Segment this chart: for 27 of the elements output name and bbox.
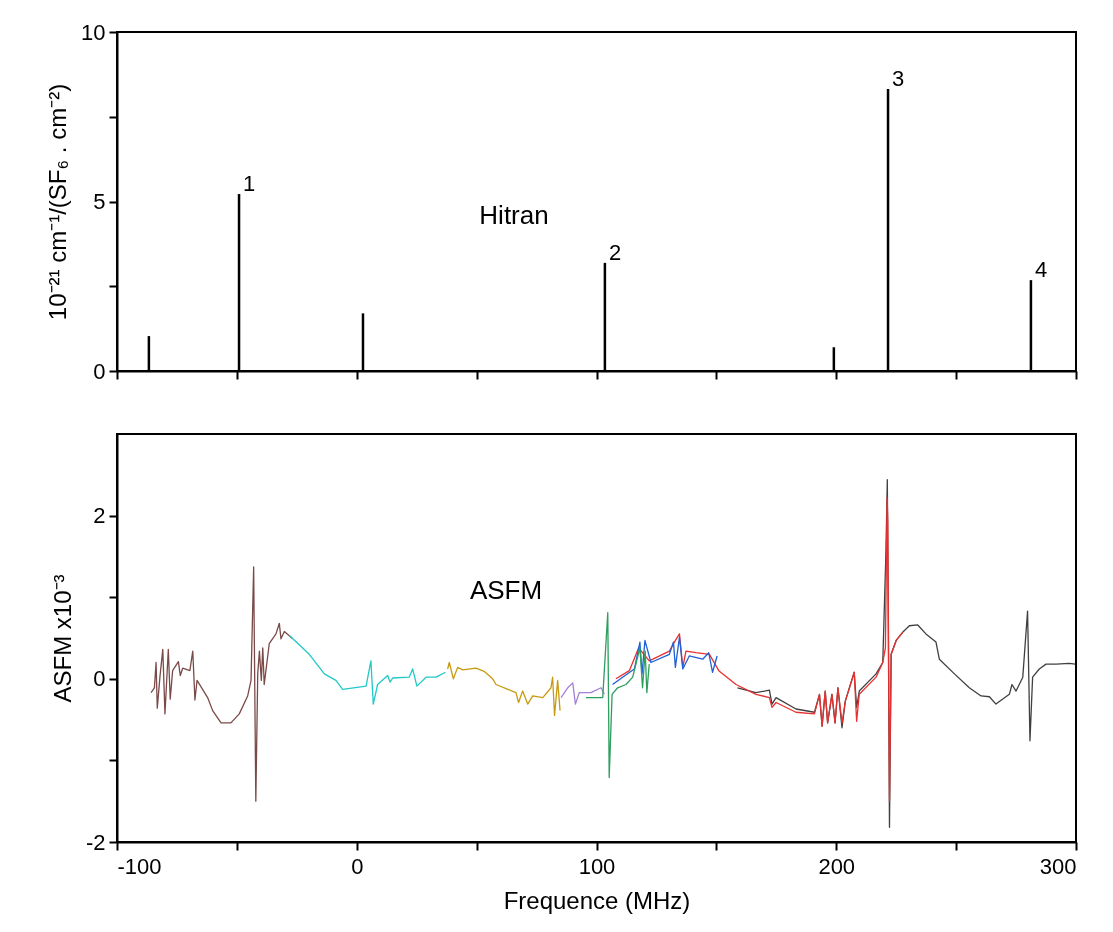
annotation: ASFM xyxy=(469,575,543,605)
y-tick-label: 0 xyxy=(93,666,106,692)
line-series xyxy=(288,634,447,705)
annotation: 4 xyxy=(1034,257,1048,283)
annotation: 2 xyxy=(608,239,622,265)
annotation: 1 xyxy=(243,171,256,197)
line-series xyxy=(560,682,606,705)
y-tick-label: 10 xyxy=(81,19,106,45)
y-tick-label: -2 xyxy=(85,829,106,855)
x-tick-label: 300 xyxy=(1039,853,1077,879)
x-axis-title: Frequence (MHz) xyxy=(503,886,691,914)
x-tick-label: 100 xyxy=(578,853,616,879)
line-series xyxy=(150,566,294,802)
y-tick-label: 2 xyxy=(93,503,106,529)
y-axis-title: 10⁻²¹ cm⁻¹/(SF₆ . cm⁻²) xyxy=(44,83,72,321)
y-tick-label: 0 xyxy=(93,358,106,384)
y-axis-title: ASFM x10⁻³ xyxy=(48,574,76,703)
y-tick-label: 5 xyxy=(93,189,106,214)
line-series xyxy=(615,497,904,802)
annotation: Hitran xyxy=(479,200,549,230)
annotation: 3 xyxy=(892,65,905,91)
x-tick-label: -100 xyxy=(117,853,162,879)
x-tick-label: 0 xyxy=(351,853,364,879)
x-tick-label: 200 xyxy=(818,853,856,879)
line-series xyxy=(585,612,650,779)
line-series xyxy=(611,636,718,686)
line-series xyxy=(446,661,561,717)
